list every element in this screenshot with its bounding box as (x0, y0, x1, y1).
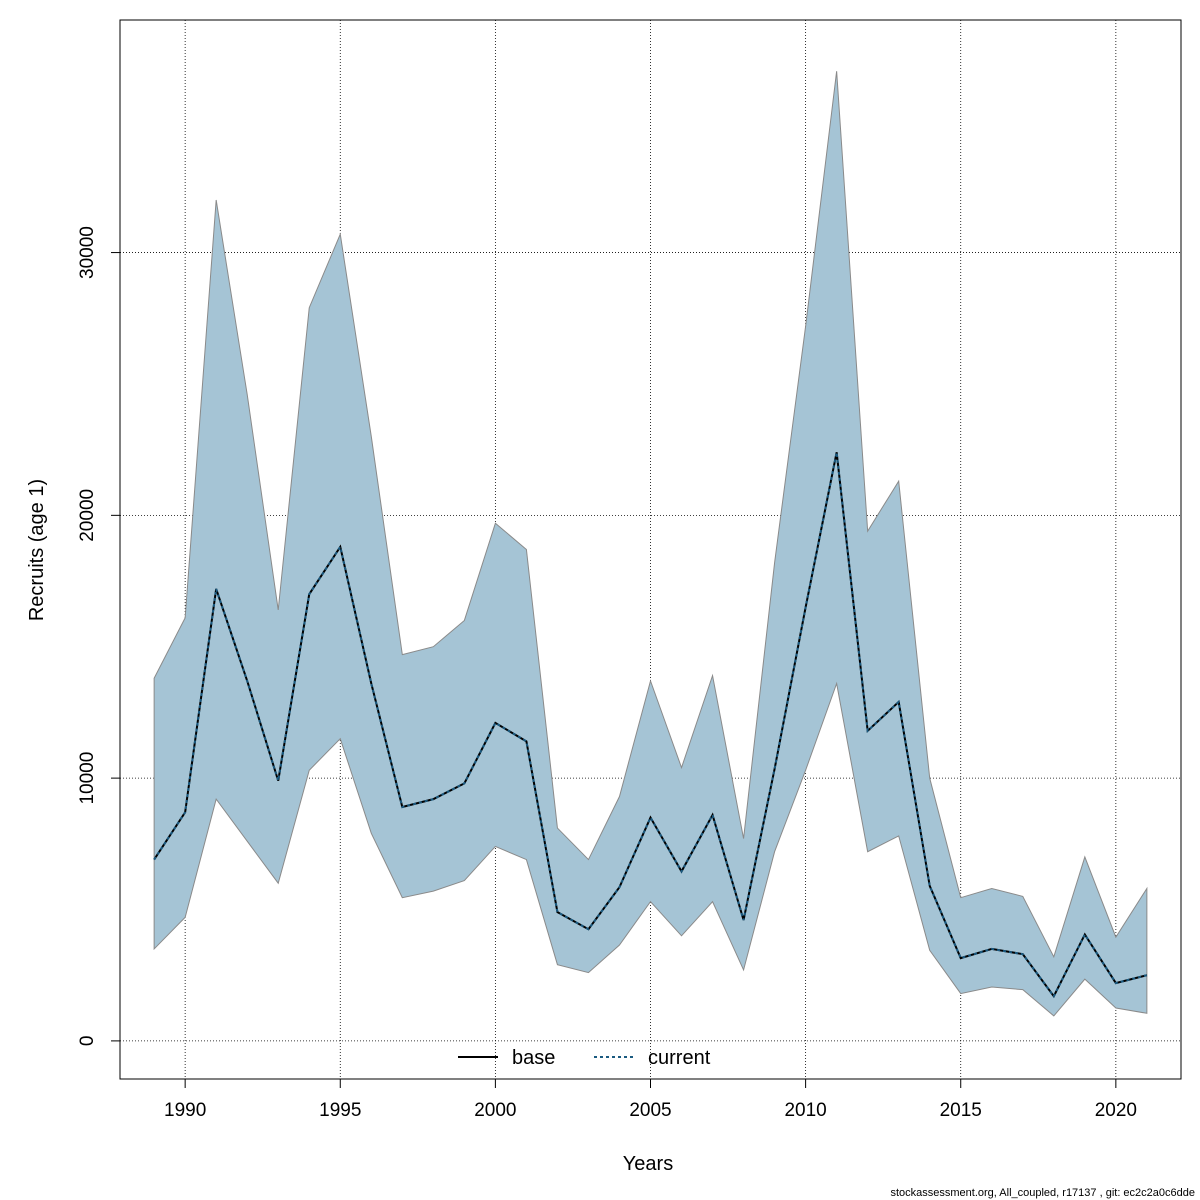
x-tick-label: 2000 (474, 1100, 516, 1121)
y-tick-label: 30000 (77, 226, 98, 279)
series-lines (153, 452, 1148, 999)
x-tick-label: 1995 (319, 1100, 361, 1121)
y-tick-label: 0 (77, 1036, 98, 1047)
legend-current-label: current (648, 1047, 711, 1069)
confidence-band-area (153, 71, 1148, 1017)
legend-base-label: base (512, 1047, 555, 1069)
legend: base current (458, 1047, 711, 1069)
x-axis-title: Years (623, 1153, 673, 1175)
footnote: stockassessment.org, All_coupled, r17137… (890, 1187, 1195, 1199)
plot-frame (119, 19, 1182, 1080)
y-tick-label: 10000 (77, 752, 98, 805)
current-series-line (153, 452, 1148, 999)
confidence-band (153, 71, 1148, 1017)
x-tick-label: 2015 (940, 1100, 982, 1121)
x-tick-label: 1990 (164, 1100, 206, 1121)
x-tick-label: 2005 (629, 1100, 671, 1121)
y-axis-title: Recruits (age 1) (26, 479, 48, 621)
y-tick-label: 20000 (77, 489, 98, 542)
x-tick-label: 2010 (784, 1100, 826, 1121)
axes: 1990 1995 2000 2005 2010 2015 2020 0 10000 20000 3… (77, 226, 1137, 1121)
x-tick-label: 2020 (1095, 1100, 1137, 1121)
